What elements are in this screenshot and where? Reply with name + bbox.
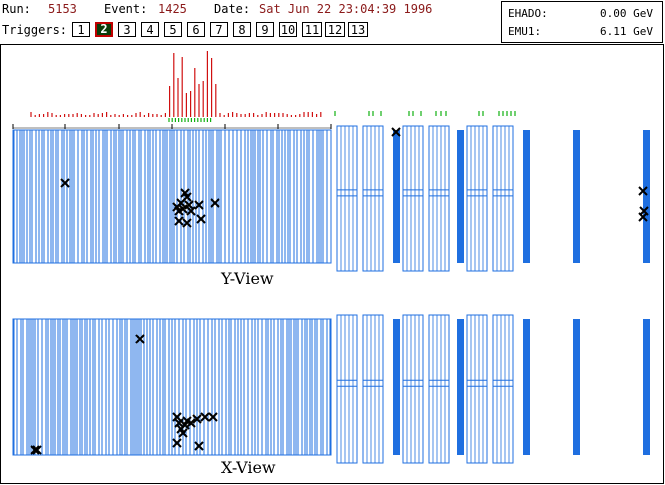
y-view-title: Y-View <box>221 269 274 288</box>
hit-marker <box>186 418 196 428</box>
y-view-muon-chamber <box>466 125 488 272</box>
trigger-button-9[interactable]: 9 <box>256 22 274 37</box>
y-view-muon-chamber <box>336 125 358 272</box>
x-view-muon-chamber <box>466 314 488 464</box>
hit-marker <box>178 204 188 214</box>
y-view-muon-chamber <box>402 125 424 272</box>
trigger-button-5[interactable]: 5 <box>164 22 182 37</box>
x-view-muon-chamber <box>336 314 358 464</box>
trigger-button-11[interactable]: 11 <box>302 22 322 37</box>
event-label: Event: <box>104 2 148 16</box>
hit-marker <box>638 212 648 222</box>
y-view-absorber-bar <box>393 130 400 263</box>
x-view-muon-chamber <box>428 314 450 464</box>
x-view-absorber-bar <box>573 319 580 455</box>
energy-panel: EHADO: 0.00 GeV EMU1: 6.11 GeV <box>501 1 663 43</box>
detector-svg <box>12 51 650 464</box>
run-label: Run: <box>2 2 31 16</box>
date-value: Sat Jun 22 23:04:39 1996 <box>259 2 433 16</box>
x-view-absorber-bar <box>393 319 400 455</box>
y-view-absorber-bar <box>457 130 464 263</box>
x-view-absorber-bar <box>457 319 464 455</box>
date-label: Date: <box>214 2 251 16</box>
hit-marker <box>200 412 210 422</box>
hit-marker <box>172 412 182 422</box>
y-view-absorber-bar <box>573 130 580 263</box>
y-view-muon-chamber <box>362 125 384 272</box>
hit-marker <box>638 186 648 196</box>
hit-marker <box>182 218 192 228</box>
hit-marker <box>30 445 40 455</box>
trigger-button-3[interactable]: 3 <box>118 22 136 37</box>
run-value: 5153 <box>48 2 77 16</box>
x-view-muon-chamber <box>492 314 514 464</box>
trigger-button-12[interactable]: 12 <box>325 22 345 37</box>
trigger-button-2[interactable]: 2 <box>95 22 113 37</box>
hit-marker <box>178 428 188 438</box>
x-view-title: X-View <box>221 458 276 477</box>
x-view-muon-chamber <box>402 314 424 464</box>
hit-marker <box>186 206 196 216</box>
triggers-label: Triggers: <box>2 23 68 37</box>
trigger-button-10[interactable]: 10 <box>279 22 297 37</box>
ehad-value: 0.00 GeV <box>600 7 653 20</box>
trigger-button-4[interactable]: 4 <box>141 22 159 37</box>
hit-marker <box>32 445 42 455</box>
trigger-button-7[interactable]: 7 <box>210 22 228 37</box>
hit-marker <box>192 414 202 424</box>
emu-value: 6.11 GeV <box>600 25 653 38</box>
emu-label: EMU1: <box>508 25 542 38</box>
hit-marker <box>174 216 184 226</box>
hit-marker <box>194 441 204 451</box>
y-view-muon-chamber <box>428 125 450 272</box>
y-view-absorber-bar <box>523 130 530 263</box>
trigger-button-13[interactable]: 13 <box>348 22 368 37</box>
trigger-button-1[interactable]: 1 <box>72 22 90 37</box>
event-display: Y-View X-View <box>0 44 664 484</box>
hit-marker <box>391 127 401 137</box>
x-view-absorber-bar <box>643 319 650 455</box>
x-view-absorber-bar <box>523 319 530 455</box>
ehad-label: EHADO: <box>508 7 548 20</box>
y-view-muon-chamber <box>492 125 514 272</box>
x-view-muon-chamber <box>362 314 384 464</box>
hit-marker <box>194 200 204 210</box>
hit-marker <box>210 198 220 208</box>
trigger-button-6[interactable]: 6 <box>187 22 205 37</box>
hit-marker <box>196 214 206 224</box>
hit-marker <box>135 334 145 344</box>
hit-marker <box>208 412 218 422</box>
hit-marker <box>60 178 70 188</box>
trigger-button-8[interactable]: 8 <box>233 22 251 37</box>
hit-marker <box>172 438 182 448</box>
event-value: 1425 <box>158 2 187 16</box>
y-view-absorber-bar <box>643 130 650 263</box>
